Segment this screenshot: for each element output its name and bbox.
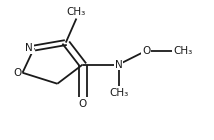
Text: O: O xyxy=(79,99,87,109)
Text: O: O xyxy=(142,46,150,56)
Text: CH₃: CH₃ xyxy=(67,7,86,17)
Text: CH₃: CH₃ xyxy=(109,88,128,98)
Text: CH₃: CH₃ xyxy=(174,46,193,56)
Text: N: N xyxy=(115,60,122,70)
Text: O: O xyxy=(13,68,21,78)
Text: N: N xyxy=(25,43,33,53)
